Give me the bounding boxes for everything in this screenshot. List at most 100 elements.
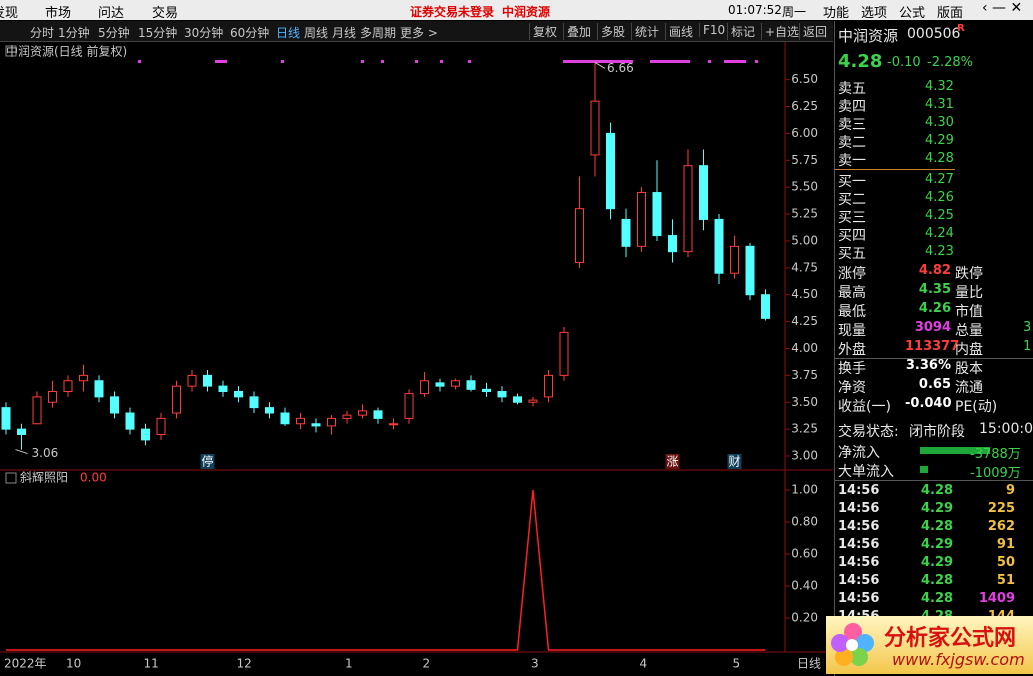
indicator-value: 0.00: [80, 471, 107, 485]
candle-body: [94, 380, 104, 398]
tool-button[interactable]: 多股: [597, 23, 625, 40]
y-tick-label: 5.25: [791, 207, 818, 221]
tick-price: 4.28: [921, 519, 954, 534]
window-controls[interactable]: ‹ — ✕: [982, 0, 1023, 16]
period-button[interactable]: 1分钟: [58, 26, 90, 40]
book-label: 卖五: [838, 81, 866, 97]
stat-cell: 113377: [905, 339, 960, 354]
high-arrow: [594, 62, 606, 69]
x-tick-label: 5: [733, 657, 741, 671]
book-label: 卖一: [838, 153, 866, 169]
y-tick-label: 6.00: [791, 126, 818, 140]
menu-item[interactable]: 公式: [899, 6, 926, 20]
tool-button[interactable]: F10: [699, 23, 725, 37]
candle-body: [528, 399, 538, 403]
period-button[interactable]: 15分钟: [138, 26, 178, 40]
period-button[interactable]: 分时: [30, 26, 55, 40]
x-tick-label: 4: [640, 657, 648, 671]
tick-price: 4.28: [921, 573, 954, 588]
tick-time: 14:56: [838, 483, 880, 498]
quote-panel: 中润资源 000506 R 4.28 -0.10 -2.28% 卖五 4.32 卖四 4.31 卖三…: [834, 21, 1033, 676]
menu-item[interactable]: 交易: [152, 6, 179, 20]
book-label: 买五: [838, 246, 866, 262]
book-label: 卖三: [838, 117, 866, 133]
candle-body: [265, 407, 274, 414]
watermark-url: www.fxjgsw.com: [892, 650, 1025, 669]
watermark-logo: [831, 623, 874, 666]
tool-button[interactable]: 复权: [529, 23, 557, 40]
menu-item[interactable]: 版面: [937, 6, 964, 20]
menu-item[interactable]: 发现: [0, 6, 19, 20]
stat-cell: -0.040: [905, 396, 952, 411]
period-label: 日线: [797, 657, 821, 671]
tool-button[interactable]: +自选: [761, 23, 799, 40]
period-button[interactable]: 多周期: [360, 26, 397, 40]
period-button[interactable]: 日线: [276, 26, 301, 40]
tool-button[interactable]: 统计: [631, 23, 659, 40]
candle-body: [311, 423, 321, 427]
y-tick-label: 3.00: [791, 449, 818, 463]
stat-cell: 净资: [838, 380, 866, 396]
candle-body: [420, 380, 429, 395]
book-label: 买二: [838, 192, 866, 208]
trade-state: 交易状态:: [838, 424, 899, 440]
y-tick-label: 0.80: [791, 515, 818, 529]
stat-cell: 1: [1023, 339, 1032, 354]
stat-cell: 4.35: [918, 282, 951, 297]
book-price: 4.25: [925, 208, 954, 223]
y-tick-label: 5.50: [791, 180, 818, 194]
pane-icon[interactable]: [5, 472, 17, 484]
stat-cell: 最高: [838, 285, 866, 301]
event-badge: [200, 454, 215, 469]
candle-body: [79, 374, 88, 382]
candle-body: [435, 382, 445, 387]
tick-time: 14:56: [838, 555, 880, 570]
tool-button[interactable]: 返回: [799, 23, 827, 40]
book-price: 4.26: [925, 190, 954, 205]
candle-body: [606, 132, 615, 210]
clock: 01:07:52: [728, 3, 782, 17]
tool-button[interactable]: 标记: [727, 23, 755, 40]
stat-cell: 流通: [955, 380, 983, 396]
tick-volume: 51: [996, 573, 1015, 588]
toolbar: 分时 1分钟 5分钟 15分钟 30分钟 60分钟 日线 周线 月线 多周期 更多 > 复权 叠加 多股统…: [0, 21, 833, 42]
y-tick-label: 3.25: [791, 422, 818, 436]
tick-time: 14:56: [838, 573, 880, 588]
y-tick-label: 6.50: [791, 72, 818, 86]
event-badge: [727, 454, 742, 469]
tick-volume: 225: [987, 501, 1015, 516]
menu-item[interactable]: 市场: [45, 6, 72, 20]
stat-cell: PE(动): [955, 399, 998, 415]
period-button[interactable]: 月线: [332, 26, 357, 40]
period-button[interactable]: 周线: [304, 26, 329, 40]
stock-flag: R: [957, 23, 965, 34]
period-button[interactable]: 30分钟: [184, 26, 224, 40]
event-label: 财: [728, 455, 740, 469]
menu-item[interactable]: 选项: [861, 6, 888, 20]
menu-item[interactable]: 问达: [98, 6, 125, 20]
candle-body: [141, 428, 150, 441]
candle-body: [249, 396, 259, 409]
tool-button[interactable]: 叠加: [563, 23, 591, 40]
tool-button[interactable]: 画线: [665, 23, 693, 40]
x-tick-label: 2: [423, 657, 431, 671]
stock-code: 000506: [907, 26, 961, 42]
stat-cell: 市值: [955, 304, 983, 320]
y-tick-label: 0.20: [791, 611, 818, 625]
candle-body: [451, 380, 460, 387]
tick-volume: 262: [987, 519, 1015, 534]
tick-price: 4.28: [921, 483, 954, 498]
period-button[interactable]: 5分钟: [98, 26, 130, 40]
y-tick-label: 5.75: [791, 153, 818, 167]
menu-item[interactable]: 功能: [823, 6, 850, 20]
flow-value: -1009万: [970, 466, 1021, 481]
low-annotation: 3.06: [32, 446, 59, 460]
stat-cell: 量比: [955, 285, 983, 301]
tick-volume: 9: [1005, 483, 1015, 498]
period-button[interactable]: 60分钟: [230, 26, 270, 40]
candle-body: [652, 192, 662, 237]
flow-bar: [920, 447, 990, 454]
pane-icon[interactable]: [5, 45, 17, 57]
period-button[interactable]: 更多 >: [400, 26, 438, 40]
